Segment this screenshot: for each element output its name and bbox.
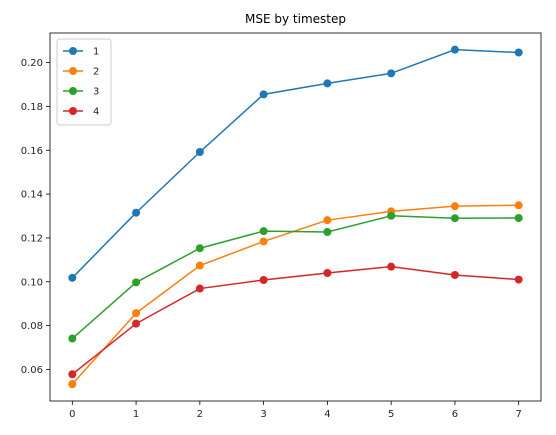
- legend-item: 4: [63, 107, 99, 118]
- x-tick-label: 3: [260, 409, 266, 420]
- series-3: [68, 211, 523, 343]
- chart-title: MSE by timestep: [245, 12, 346, 26]
- y-tick-label: 0.08: [21, 321, 43, 332]
- data-point: [323, 228, 332, 237]
- x-tick-label: 5: [388, 409, 394, 420]
- data-point: [387, 211, 396, 220]
- legend-item: 1: [63, 47, 99, 58]
- data-point: [195, 148, 204, 157]
- data-point: [68, 273, 77, 282]
- data-point: [450, 45, 459, 54]
- plot-frame: [49, 32, 542, 402]
- x-tick-label: 6: [452, 409, 458, 420]
- x-tick-label: 2: [197, 409, 203, 420]
- legend-item: 3: [63, 87, 99, 98]
- data-point: [132, 319, 141, 328]
- legend-label: 4: [93, 107, 99, 118]
- y-tick-label: 0.20: [21, 58, 43, 69]
- data-point: [259, 276, 268, 285]
- series-line: [71, 265, 519, 375]
- legend-marker: [69, 47, 77, 55]
- data-point: [132, 309, 141, 318]
- axes: 0 1 2 3 4 5 6 7 0.06 0.08 0.10 0.12 0.14 0.16 0.18 0.20: [21, 32, 542, 420]
- series-line: [71, 204, 519, 385]
- series-line: [71, 215, 519, 340]
- data-point: [450, 270, 459, 279]
- data-point: [195, 284, 204, 293]
- x-tick-label: 7: [515, 409, 521, 420]
- x-tick-label: 4: [324, 409, 330, 420]
- data-point: [387, 69, 396, 78]
- y-tick-label: 0.06: [21, 365, 43, 376]
- data-point: [514, 275, 523, 284]
- y-tick-label: 0.14: [21, 190, 43, 201]
- legend-item: 2: [63, 67, 99, 78]
- data-point: [323, 269, 332, 277]
- x-tick-label: 1: [133, 409, 139, 420]
- series-4: [68, 262, 523, 379]
- legend-marker: [69, 67, 77, 75]
- legend-box: [56, 38, 112, 126]
- data-point: [450, 202, 459, 211]
- series-1: [68, 45, 523, 282]
- legend-label: 2: [93, 67, 99, 78]
- data-point: [195, 261, 204, 270]
- y-tick-label: 0.16: [21, 146, 43, 157]
- data-point: [259, 227, 268, 236]
- legend-marker: [69, 107, 77, 115]
- data-point: [68, 370, 77, 379]
- y-tick-label: 0.10: [21, 277, 43, 288]
- data-point: [514, 213, 523, 222]
- data-point: [132, 208, 141, 217]
- data-point: [259, 90, 268, 99]
- data-point: [450, 214, 459, 223]
- data-point: [387, 262, 396, 271]
- y-tick-label: 0.12: [21, 233, 43, 244]
- data-point: [514, 201, 523, 210]
- data-point: [323, 216, 332, 225]
- data-point: [323, 79, 332, 88]
- data-point: [68, 334, 77, 343]
- series-line: [71, 48, 519, 279]
- data-point: [132, 278, 141, 287]
- y-tick-label: 0.18: [21, 102, 43, 113]
- data-point: [68, 380, 77, 389]
- data-point: [259, 237, 268, 246]
- legend-label: 1: [93, 47, 99, 58]
- series-layer: [68, 45, 523, 389]
- data-point: [514, 48, 523, 57]
- legend-label: 3: [93, 87, 99, 98]
- legend: 1 2 3 4: [56, 38, 112, 126]
- data-point: [195, 244, 204, 253]
- x-tick-label: 0: [69, 409, 75, 420]
- legend-marker: [69, 87, 77, 95]
